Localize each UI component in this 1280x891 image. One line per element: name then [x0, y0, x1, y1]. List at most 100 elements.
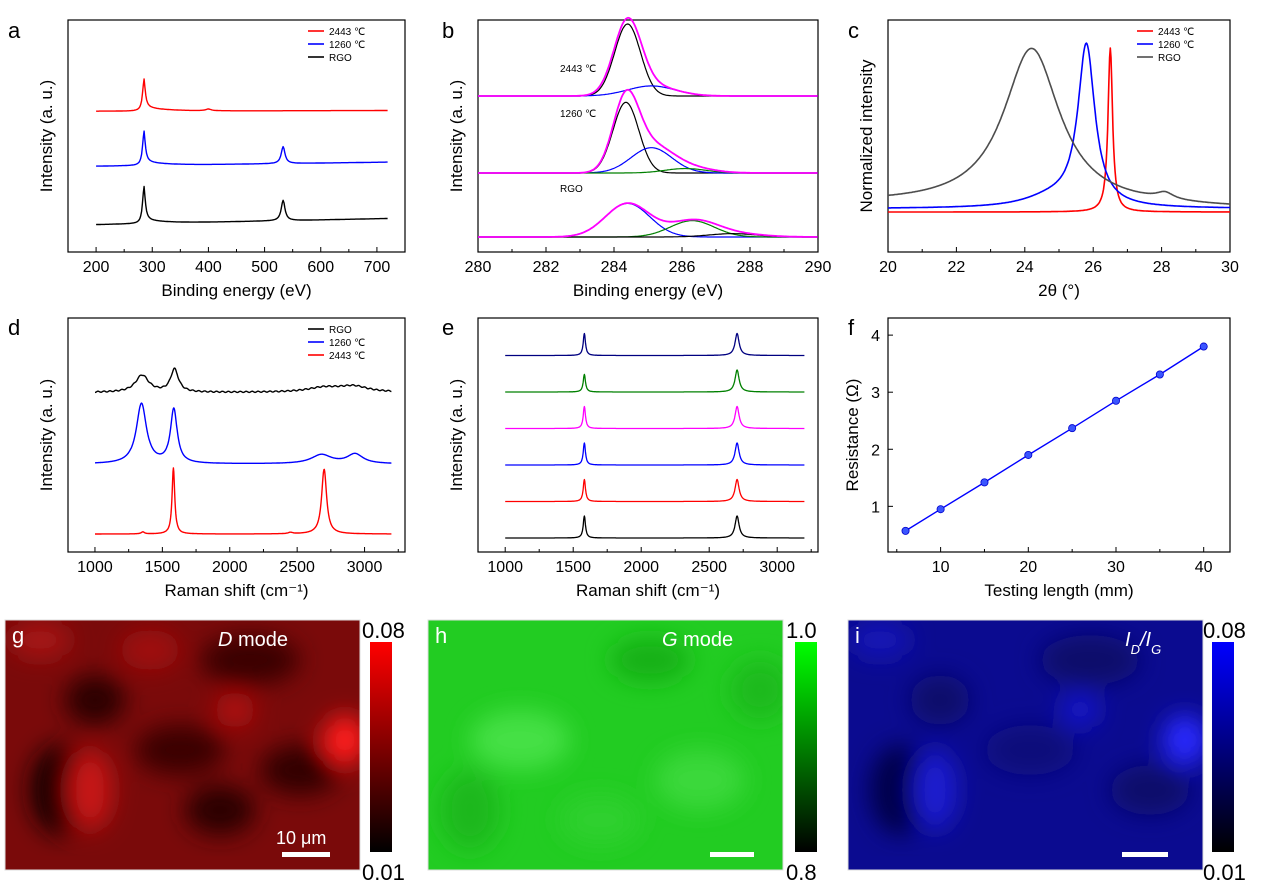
- series-line: [96, 130, 388, 167]
- legend-label: 2443 ℃: [1158, 27, 1194, 38]
- data-point: [901, 526, 910, 535]
- annotation-label: RGO: [560, 184, 583, 195]
- component-line: [478, 85, 818, 97]
- colorbar-max-g: 1.0: [786, 618, 817, 643]
- x-tick-label: 200: [83, 259, 110, 276]
- legend-label: RGO: [329, 325, 352, 336]
- scalebar-h: [710, 852, 754, 857]
- x-tick-label: 300: [139, 259, 166, 276]
- panel-c-xrd: 20 22 24 26 28 30 2θ (°) Normalized intensity 24…: [857, 19, 1239, 300]
- panel-letter-d: d: [8, 315, 20, 340]
- map-label-d-mode: D mode: [218, 629, 288, 651]
- plot-frame: [67, 19, 406, 253]
- panel-e-raman-stack: 1000 1500 2000 2500 3000 Raman shift (cm⁻¹) In…: [447, 317, 819, 600]
- x-tick-label: 1500: [145, 559, 181, 576]
- panel-letter-f: f: [848, 315, 855, 340]
- x-tick-label: 28: [1153, 259, 1171, 276]
- x-tick-label: 400: [195, 259, 222, 276]
- x-tick-label: 3000: [759, 559, 795, 576]
- data-point: [936, 505, 945, 514]
- x-tick-label: 288: [737, 259, 764, 276]
- panel-letter-g: g: [12, 623, 24, 648]
- colorbar-max-i: 0.08: [1203, 618, 1246, 643]
- y-axis-label: Resistance (Ω): [843, 379, 862, 492]
- series-line: [96, 185, 388, 226]
- colorbar-min-i: 0.01: [1203, 860, 1246, 885]
- x-tick-label: 290: [805, 259, 832, 276]
- panel-d-raman: 1000 1500 2000 2500 3000 Raman shift (cm⁻¹) In…: [37, 317, 406, 600]
- data-point: [1112, 396, 1121, 405]
- panel-letter-c: c: [848, 18, 859, 43]
- colorbar-max-d: 0.08: [362, 618, 405, 643]
- y-axis-label: Normalized intensity: [857, 59, 876, 213]
- series-line: [887, 47, 1231, 205]
- panel-letter-b: b: [442, 18, 454, 43]
- x-tick-label: 1000: [77, 559, 113, 576]
- x-tick-label: 280: [465, 259, 492, 276]
- x-tick-label: 282: [533, 259, 560, 276]
- colorbar-g-mode: [795, 642, 817, 852]
- y-axis-label: Intensity (a. u.): [37, 379, 56, 491]
- series-line: [96, 78, 388, 112]
- series-line: [887, 42, 1231, 209]
- legend-label: RGO: [1158, 53, 1181, 64]
- series-line: [94, 402, 392, 464]
- series-line: [887, 47, 1231, 213]
- panel-f-resistance: 10 20 30 40 1 2 3 4 Testing length (mm) Resistanc…: [843, 317, 1231, 600]
- x-tick-label: 24: [1016, 259, 1034, 276]
- colorbar-id-ig: [1212, 642, 1234, 852]
- scalebar-label: 10 μm: [276, 828, 326, 848]
- x-tick-label: 20: [879, 259, 897, 276]
- x-tick-label: 10: [932, 559, 950, 576]
- x-axis-label: Binding energy (eV): [161, 281, 311, 300]
- panel-letter-e: e: [442, 315, 454, 340]
- panel-h-g-mode-map: h G mode 1.0 0.8: [427, 618, 817, 885]
- panel-letter-i: i: [855, 623, 860, 648]
- colorbar-d-mode: [370, 642, 392, 852]
- panel-letter-a: a: [8, 18, 21, 43]
- legend-label: 2443 ℃: [329, 351, 365, 362]
- series-line: [504, 478, 805, 503]
- x-tick-label: 1500: [555, 559, 591, 576]
- colorbar-min-g: 0.8: [786, 860, 817, 885]
- panel-b-c1s-spectra: 280 282 284 286 288 290 Binding energy (eV) Int…: [447, 16, 832, 300]
- annotation-label: 2443 ℃: [560, 64, 596, 75]
- component-line: [478, 202, 818, 238]
- panel-a-xps-survey: 200 300 400 500 600 700 Binding energy (eV) Int…: [37, 19, 406, 300]
- component-line: [478, 16, 818, 97]
- legend-label: 2443 ℃: [329, 27, 365, 38]
- series-line: [94, 367, 392, 394]
- x-tick-label: 284: [601, 259, 628, 276]
- annotation-label: 1260 ℃: [560, 109, 596, 120]
- y-tick-label: 3: [871, 385, 880, 402]
- legend-label: 1260 ℃: [1158, 40, 1194, 51]
- series-line: [504, 369, 805, 393]
- x-tick-label: 22: [948, 259, 966, 276]
- x-tick-label: 1000: [487, 559, 523, 576]
- x-tick-label: 2000: [623, 559, 659, 576]
- x-axis-label: Testing length (mm): [984, 581, 1133, 600]
- legend-label: RGO: [329, 53, 352, 64]
- y-axis-label: Intensity (a. u.): [447, 379, 466, 491]
- scalebar: [282, 852, 330, 857]
- series-line: [94, 467, 392, 535]
- fit-line: [905, 345, 1205, 532]
- plot-frame: [477, 19, 819, 253]
- x-tick-label: 2000: [212, 559, 248, 576]
- x-tick-label: 40: [1195, 559, 1213, 576]
- data-point: [1024, 450, 1033, 459]
- component-line: [478, 101, 818, 174]
- y-axis-label: Intensity (a. u.): [37, 80, 56, 192]
- x-tick-label: 286: [669, 259, 696, 276]
- legend-label: 1260 ℃: [329, 338, 365, 349]
- x-axis-label: 2θ (°): [1038, 281, 1080, 300]
- panel-letter-h: h: [435, 623, 447, 648]
- data-point: [1155, 370, 1164, 379]
- component-line: [478, 88, 818, 174]
- x-tick-label: 20: [1019, 559, 1037, 576]
- panel-i-ratio-map: i ID/IG 0.08 0.01: [847, 618, 1246, 885]
- x-tick-label: 600: [307, 259, 334, 276]
- map-label-g-mode: G mode: [662, 629, 733, 651]
- data-point: [980, 478, 989, 487]
- component-line: [478, 147, 818, 174]
